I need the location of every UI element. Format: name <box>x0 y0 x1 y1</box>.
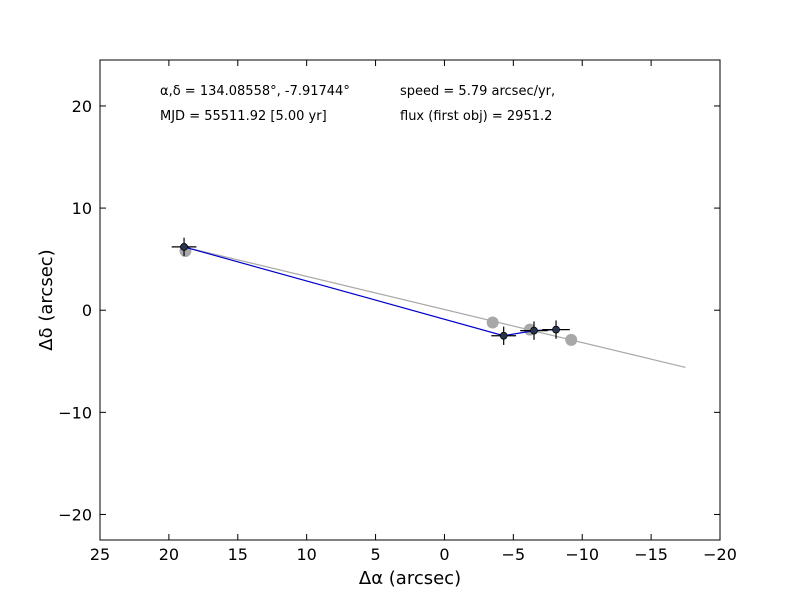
observed-point <box>499 331 508 340</box>
annotation-coordinates: α,δ = 134.08558°, -7.91744° <box>160 84 350 99</box>
annotation-speed: speed = 5.79 arcsec/yr, <box>400 84 555 99</box>
mark-layer <box>171 237 686 368</box>
y-tick-label: 10 <box>72 199 92 218</box>
predicted-point <box>565 333 578 346</box>
observed-point <box>180 242 188 251</box>
y-tick-label: 0 <box>82 301 92 320</box>
annotation-flux: flux (first obj) = 2951.2 <box>400 109 552 124</box>
y-tick-label: 20 <box>72 97 92 116</box>
tick-layer: 25 20 15 10 5 0 −5 −10 −15 −20 20 10 0 −10 −20 <box>58 60 737 564</box>
annotation-mjd: MJD = 55511.92 [5.00 yr] <box>160 109 327 124</box>
plot-frame <box>99 59 721 541</box>
x-tick-label: −15 <box>634 545 668 564</box>
x-tick-label: 10 <box>296 545 316 564</box>
y-tick-label: −10 <box>58 403 92 422</box>
x-axis-title: Δα (arcsec) <box>359 568 461 589</box>
x-tick-label: 5 <box>370 545 380 564</box>
predicted-point <box>486 316 499 329</box>
x-tick-label: −10 <box>565 545 599 564</box>
observed-point <box>552 325 560 334</box>
observed-point <box>530 326 538 335</box>
x-tick-label: 15 <box>228 545 248 564</box>
x-tick-label: 0 <box>439 545 449 564</box>
x-tick-label: −5 <box>502 545 526 564</box>
x-tick-label: −20 <box>703 545 737 564</box>
y-tick-label: −20 <box>58 505 92 524</box>
x-tick-label: 25 <box>90 545 110 564</box>
y-axis-title: Δδ (arcsec) <box>36 249 57 350</box>
fit-line <box>192 248 686 368</box>
x-tick-label: 20 <box>159 545 179 564</box>
